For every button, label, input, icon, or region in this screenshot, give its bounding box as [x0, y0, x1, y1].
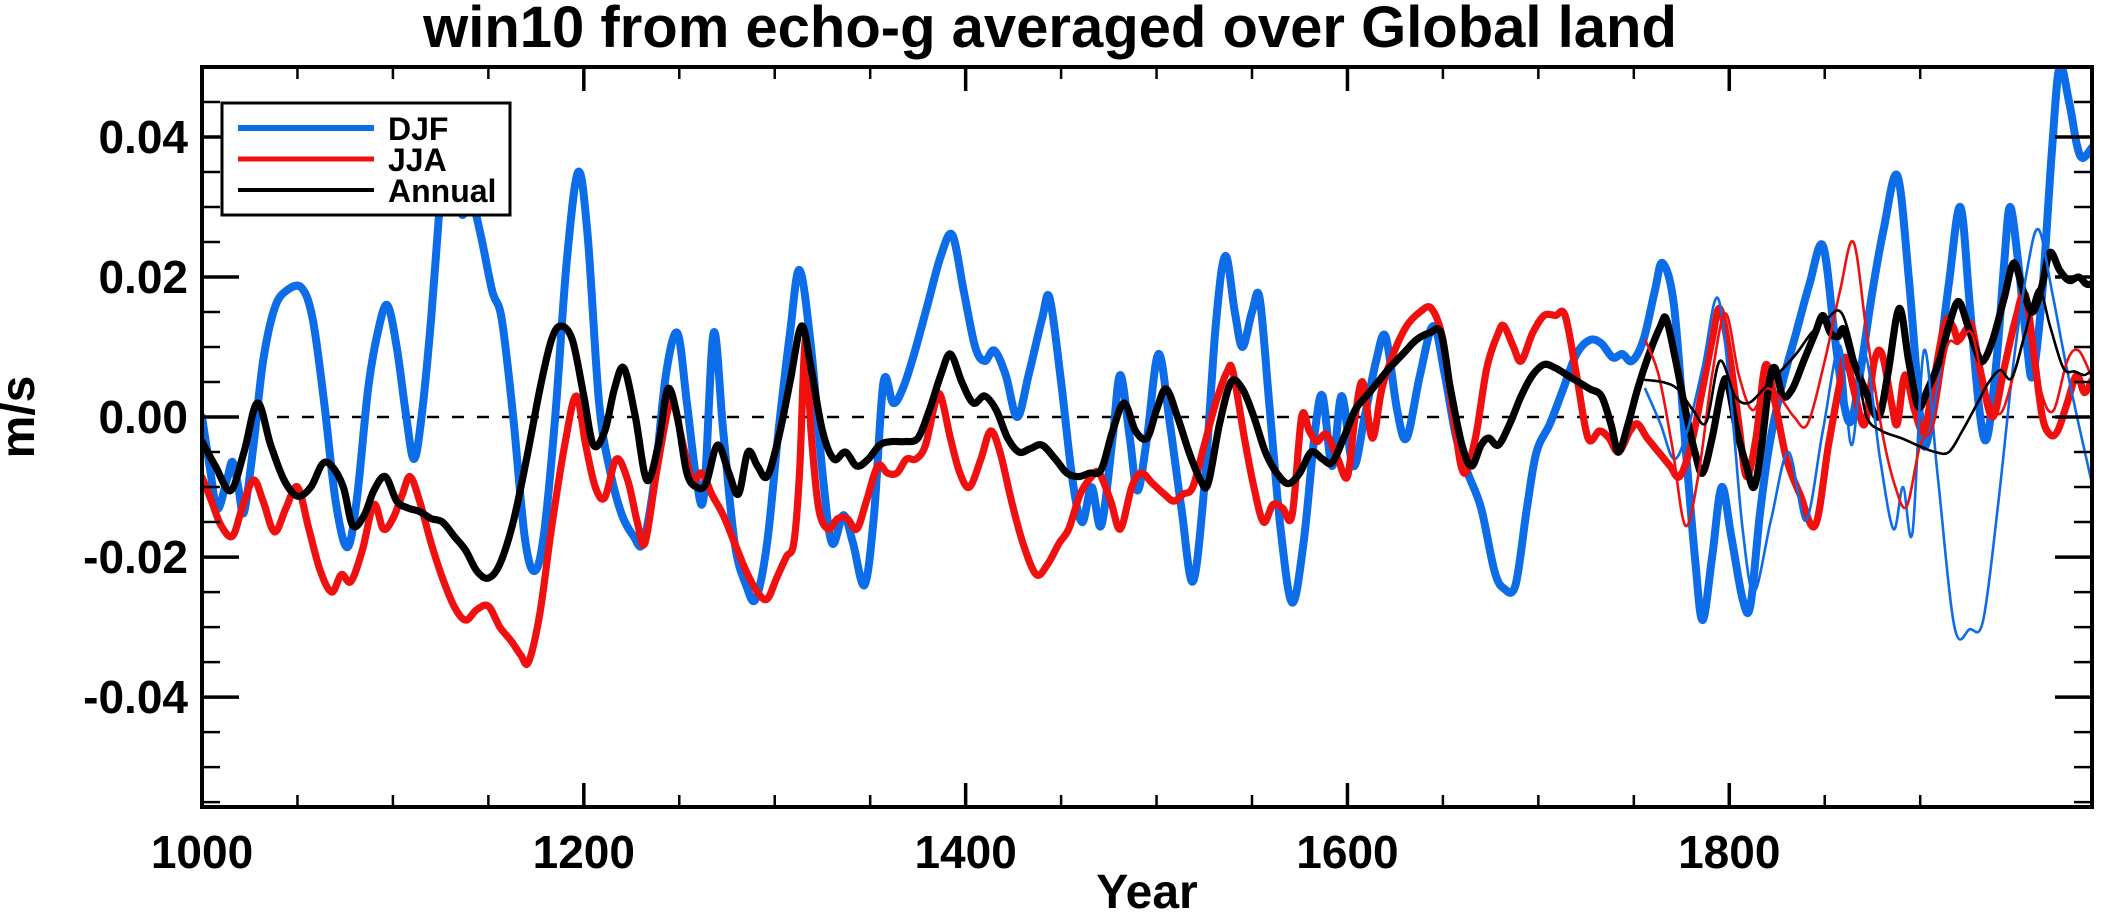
- y-tick-label-0.02: 0.02: [98, 251, 188, 303]
- series-line-djf: [202, 67, 2092, 625]
- plot-frame: [200, 65, 2094, 809]
- x-tick-label-1000: 1000: [151, 826, 253, 878]
- x-tick-label-1600: 1600: [1296, 826, 1398, 878]
- legend-label-djf: DJF: [388, 111, 448, 147]
- y-tick-label-0.04: 0.04: [98, 111, 188, 163]
- series-line-annual-hist: [1644, 287, 2092, 456]
- y-axis-label: m/s: [0, 376, 45, 459]
- series-lines: [202, 67, 2092, 669]
- y-axis: 0.04 0.02 0.00 -0.02 -0.04: [83, 65, 2092, 804]
- y-tick-label-0.00: 0.00: [98, 391, 188, 443]
- legend-label-jja: JJA: [388, 142, 447, 178]
- x-axis-label: Year: [1096, 866, 1197, 919]
- series-line-jja: [202, 289, 2092, 669]
- legend-label-annual: Annual: [388, 173, 496, 209]
- y-tick-label--0.04: -0.04: [83, 671, 188, 723]
- x-tick-label-1200: 1200: [533, 826, 635, 878]
- y-tick-label--0.02: -0.02: [83, 531, 188, 583]
- x-axis: 1000 1200 1400 1600 1800: [151, 67, 1922, 878]
- chart-title: win10 from echo-g averaged over Global l…: [422, 0, 1677, 60]
- x-tick-label-1800: 1800: [1678, 826, 1780, 878]
- x-tick-label-1400: 1400: [914, 826, 1016, 878]
